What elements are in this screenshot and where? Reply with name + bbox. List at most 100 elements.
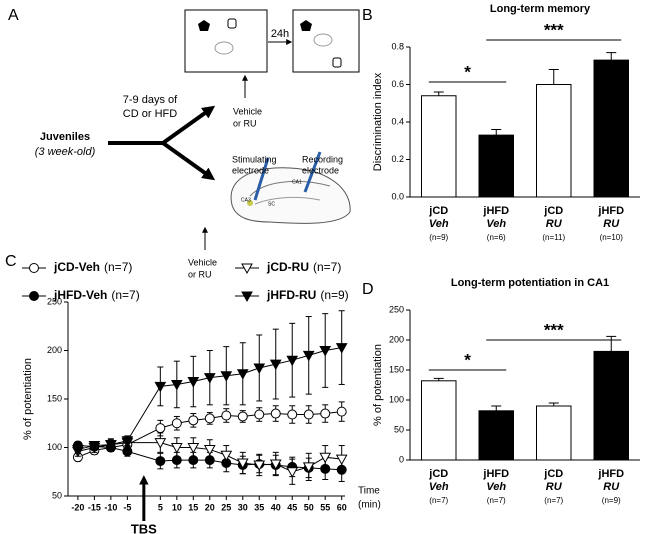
x-tick-sublabel: Veh [429,218,449,230]
legend-marker [29,263,39,273]
x-tick-sublabel: RU [603,481,620,493]
legend-marker [241,291,253,303]
point [237,411,248,422]
n-label: (n=10) [600,233,624,242]
legend-label: jHFD-Veh [53,288,107,302]
significance-label: *** [544,20,564,39]
point [254,409,265,420]
object-icon [227,18,237,29]
point [253,460,266,471]
bar [421,380,457,461]
point [270,408,281,419]
point [72,444,84,456]
x-tick-label: 30 [238,502,248,512]
arena-box [184,9,268,73]
n-label: (n=6) [487,233,506,242]
y-tick-label: 0.6 [391,79,404,89]
y-tick-label: 250 [389,304,404,314]
bar [536,405,572,461]
cohort-age: (3 week-old) [35,146,96,158]
panel-label: B [362,7,373,24]
treatment-label: Vehicle [233,106,262,116]
x-tick-sublabel: RU [546,218,563,230]
series-line [77,411,342,458]
point [154,381,167,393]
legend-count: (n=9) [320,288,348,302]
x-axis-label: (min) [358,500,381,511]
x-tick-sublabel: RU [603,218,620,230]
x-tick-label: jCD [543,205,563,217]
y-tick-label: 250 [47,296,62,306]
legend-marker [241,263,253,275]
point [187,377,200,388]
point [203,444,216,456]
x-tick-label: 15 [188,502,198,512]
n-label: (n=7) [544,496,563,505]
treatment-label: or RU [188,269,212,279]
point [336,406,347,417]
point [204,413,215,424]
x-tick-sublabel: Veh [486,481,506,493]
chart-title: Long-term potentiation in CA1 [451,277,609,289]
point [187,443,200,454]
y-tick-label: 0.8 [391,41,404,51]
x-tick-label: -15 [88,502,101,512]
treatment-label: or RU [233,118,257,128]
y-tick-label: 200 [389,334,404,344]
electrode-label: electrode [302,165,339,175]
significance-label: *** [544,320,564,339]
n-label: (n=7) [487,496,506,505]
arrow [161,105,216,145]
point [236,458,249,470]
hippocampus-layer [254,196,321,205]
y-tick-label: 100 [389,394,404,404]
cohort-label: Juveniles [40,131,90,143]
series [72,310,348,456]
point [319,346,332,357]
point [171,418,182,429]
region-label: CA1 [292,179,302,185]
object-icon [198,20,210,31]
x-tick-label: 10 [172,502,182,512]
diet-label: 7-9 days of [123,94,178,106]
y-tick-label: 0.4 [391,116,404,126]
diet-label: CD or HFD [123,108,177,120]
x-tick-label: jCD [428,468,448,480]
x-tick-label: 60 [337,502,347,512]
y-tick-label: 0.0 [391,191,404,201]
x-tick-sublabel: Veh [429,481,449,493]
point [286,355,299,367]
x-tick-label: 40 [271,502,281,512]
point [88,441,101,452]
legend-marker [29,291,39,301]
electrode-label: electrode [232,165,269,175]
panel-label: A [8,7,19,24]
legend-count: (n=7) [313,260,341,274]
point [286,467,299,478]
y-tick-label: 100 [47,442,62,452]
x-tick-label: jHFD [482,468,509,480]
x-tick-label: 25 [221,502,231,512]
legend-label: jCD-RU [266,260,309,274]
electrode-label: Recording [302,154,343,164]
point [287,409,298,420]
electrode-label: Stimulating [232,154,277,164]
bar [593,59,629,198]
point [170,379,183,391]
legend-count: (n=7) [111,288,139,302]
recording-electrode [303,151,322,193]
y-tick-label: 50 [394,424,404,434]
n-label: (n=9) [602,496,621,505]
treatment-label: Vehicle [188,257,217,267]
y-tick-label: 0.2 [391,154,404,164]
y-tick-label: 150 [47,393,62,403]
point [269,359,282,371]
x-tick-label: 20 [205,502,215,512]
arrow [161,141,216,181]
point [302,462,315,473]
x-tick-label: jHFD [597,468,624,480]
series-line [77,445,342,471]
x-tick-label: jHFD [597,205,624,217]
object-icon [332,57,342,68]
point [253,363,266,374]
